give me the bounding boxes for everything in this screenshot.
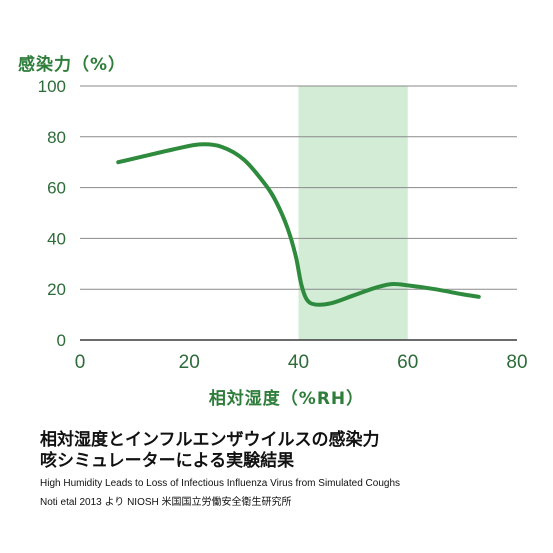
caption-title-line-2: 咳シミュレーターによる実験結果 bbox=[40, 451, 295, 471]
x-tick-label-0: 0 bbox=[75, 352, 86, 373]
x-axis-title: 相対湿度（%RH） bbox=[208, 389, 365, 409]
y-tick-label-80: 80 bbox=[47, 128, 66, 147]
caption-source-line-1: High Humidity Leads to Loss of Infectiou… bbox=[40, 478, 400, 489]
y-tick-label-20: 20 bbox=[47, 280, 66, 299]
y-tick-label-40: 40 bbox=[47, 229, 66, 248]
y-tick-label-100: 100 bbox=[38, 77, 66, 96]
x-tick-label-80: 80 bbox=[506, 352, 527, 373]
x-tick-label-20: 20 bbox=[179, 352, 200, 373]
caption-title-line-1: 相対湿度とインフルエンザウイルスの感染力 bbox=[40, 430, 380, 450]
y-tick-label-0: 0 bbox=[57, 331, 66, 350]
x-tick-label-60: 60 bbox=[397, 352, 418, 373]
y-tick-label-60: 60 bbox=[47, 179, 66, 198]
highlight-band bbox=[298, 86, 408, 340]
series-line-0 bbox=[116, 142, 481, 307]
x-tick-label-40: 40 bbox=[288, 352, 309, 373]
caption-source-line-2: Noti etal 2013 より NIOSH 米国国立労働安全衛生研究所 bbox=[40, 497, 292, 508]
y-axis-title: 感染力（%） bbox=[18, 55, 127, 75]
caption: 相対湿度とインフルエンザウイルスの感染力 咳シミュレーターによる実験結果 Hig… bbox=[40, 430, 540, 510]
